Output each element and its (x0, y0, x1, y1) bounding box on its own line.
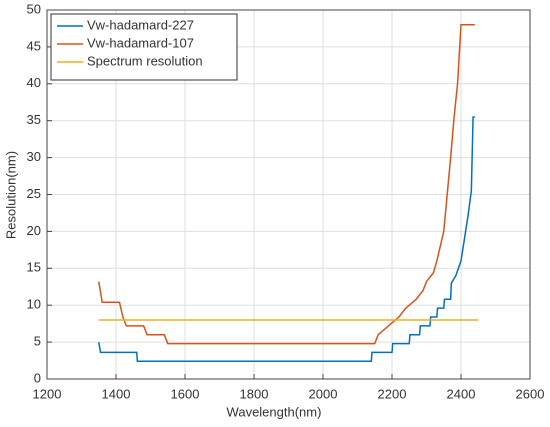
x-tick-label: 1800 (240, 386, 269, 401)
legend-label: Vw-hadamard-107 (87, 35, 194, 50)
legend: Vw-hadamard-227 Vw-hadamard-107 Spectrum r… (50, 13, 238, 81)
legend-box (50, 13, 238, 81)
x-tick-label: 2000 (309, 386, 338, 401)
x-tick-label: 1400 (102, 386, 131, 401)
y-tick-label: 5 (34, 334, 41, 349)
x-tick-label: 2400 (447, 386, 476, 401)
y-tick-label: 0 (34, 370, 41, 385)
x-tick-label: 2200 (378, 386, 407, 401)
y-tick-label: 50 (27, 1, 41, 16)
x-axis-label: Wavelength(nm) (227, 404, 322, 419)
y-axis-label: Resolution(nm) (3, 151, 18, 239)
series-line (98, 116, 475, 363)
x-tick-label: 1600 (171, 386, 200, 401)
x-tick-label: 1200 (33, 386, 62, 401)
y-tick-label: 10 (27, 297, 41, 312)
plot-frame (46, 9, 531, 380)
x-tick-label: 2600 (516, 386, 545, 401)
series-line (98, 24, 475, 345)
legend-label: Vw-hadamard-227 (87, 17, 194, 32)
y-tick-label: 25 (27, 186, 41, 201)
y-tick-label: 15 (27, 260, 41, 275)
y-tick-label: 40 (27, 75, 41, 90)
y-tick-label: 20 (27, 223, 41, 238)
y-tick-label: 45 (27, 38, 41, 53)
legend-label: Spectrum resolution (87, 53, 203, 68)
y-tick-label: 35 (27, 112, 41, 127)
y-tick-label: 30 (27, 149, 41, 164)
